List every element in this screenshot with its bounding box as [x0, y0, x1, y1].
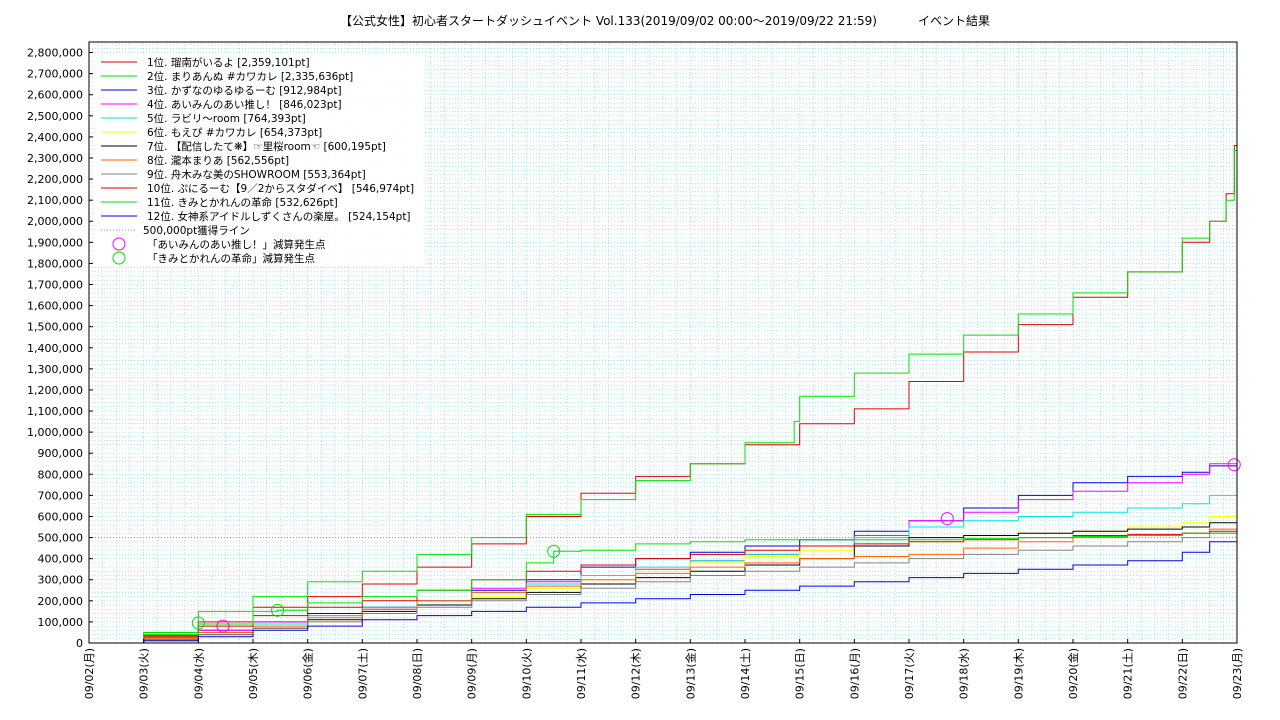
deduction-marker-2 [547, 544, 561, 558]
y-tick-label: 2,200,000 [27, 173, 83, 186]
deduction-marker-1 [940, 512, 954, 526]
y-tick-label: 2,000,000 [27, 215, 83, 228]
legend-label-8: 8位. 瀧本まりあ [562,556pt] [147, 154, 289, 167]
x-tick-label: 09/13(金) [683, 648, 697, 699]
y-tick-label: 2,500,000 [27, 110, 83, 123]
y-tick-label: 1,400,000 [27, 342, 83, 355]
x-tick-label: 09/22(日) [1176, 648, 1189, 699]
legend-label-1: 1位. 瑠南がいるよ [2,359,101pt] [147, 56, 310, 69]
x-tick-label: 09/19(木) [1012, 648, 1025, 699]
legend-marker-label-1: 「あいみんのあい推し！」減算発生点 [147, 238, 326, 251]
legend-label-4: 4位. あいみんのあい推し！ [846,023pt] [147, 98, 342, 111]
legend: 1位. 瑠南がいるよ [2,359,101pt]2位. まりあんぬ #カワカレ … [95, 53, 425, 266]
y-tick-label: 200,000 [38, 595, 84, 608]
series-line-11 [89, 530, 1238, 644]
y-tick-label: 800,000 [38, 468, 84, 481]
y-tick-label: 400,000 [38, 553, 84, 566]
legend-label-9: 9位. 舟木みな美のSHOWROOM [553,364pt] [147, 168, 366, 181]
y-tick-label: 1,000,000 [27, 426, 83, 439]
chart-title: 【公式女性】初心者スタートダッシュイベント Vol.133(2019/09/02… [340, 13, 877, 28]
y-tick-label: 2,100,000 [27, 194, 83, 207]
y-tick-label: 2,600,000 [27, 89, 83, 102]
x-tick-label: 09/02(月) [83, 648, 96, 699]
y-tick-label: 2,300,000 [27, 152, 83, 165]
y-tick-label: 500,000 [38, 532, 84, 545]
legend-background [95, 53, 425, 266]
y-axis: 0 100,000 200,000 300,000 400,000 500,000 600,… [27, 47, 93, 650]
deduction-marker-1 [216, 619, 230, 633]
legend-marker-2 [112, 251, 126, 265]
legend-marker-label-2: 「きみとかれんの革命」減算発生点 [147, 252, 315, 265]
x-tick-label: 09/10(火) [520, 648, 533, 699]
legend-label-reference: 500,000pt獲得ライン [143, 224, 250, 237]
x-tick-label: 09/03(火) [138, 648, 151, 699]
deduction-marker-2 [271, 603, 285, 617]
y-tick-label: 2,800,000 [27, 47, 83, 60]
series-line-10 [89, 527, 1238, 644]
y-tick-label: 100,000 [38, 616, 84, 629]
x-tick-label: 09/14(土) [739, 648, 752, 699]
legend-label-5: 5位. ラビリ〜room [764,393pt] [147, 112, 306, 125]
x-tick-label: 09/23(月) [1231, 648, 1244, 699]
series-layer [89, 145, 1238, 644]
plot-frame [88, 41, 1238, 644]
x-tick-label: 09/21(土) [1122, 648, 1135, 699]
y-tick-label: 1,500,000 [27, 321, 83, 334]
y-tick-label: 1,700,000 [27, 279, 83, 292]
legend-label-11: 11位. きみとかれんの革命 [532,626pt] [147, 196, 338, 209]
x-tick-label: 09/05(木) [247, 648, 260, 699]
y-tick-label: 900,000 [38, 447, 84, 460]
x-tick-label: 09/07(土) [356, 648, 369, 699]
x-tick-label: 09/17(火) [903, 648, 916, 699]
x-tick-label: 09/11(水) [575, 648, 588, 699]
x-tick-label: 09/16(月) [848, 648, 861, 699]
legend-label-7: 7位. 【配信したて❋】☞里桜room☜ [600,195pt] [147, 140, 386, 153]
marker-layer [191, 458, 1241, 633]
y-tick-label: 1,300,000 [27, 363, 83, 376]
legend-label-2: 2位. まりあんぬ #カワカレ [2,335,636pt] [147, 70, 353, 83]
y-tick-label: 300,000 [38, 574, 84, 587]
legend-marker-1 [112, 237, 126, 251]
y-tick-label: 1,900,000 [27, 236, 83, 249]
series-line-2 [89, 150, 1237, 644]
deduction-marker-2 [191, 616, 205, 630]
y-tick-label: 1,800,000 [27, 257, 83, 270]
y-tick-label: 1,600,000 [27, 300, 83, 313]
y-tick-label: 600,000 [38, 510, 84, 523]
y-tick-label: 1,200,000 [27, 384, 83, 397]
x-tick-label: 09/20(金) [1066, 648, 1080, 699]
chart-title-right: イベント結果 [918, 14, 990, 28]
y-tick-label: 2,700,000 [27, 68, 83, 81]
x-tick-label: 09/04(水) [192, 648, 205, 699]
legend-label-10: 10位. ぷにるーむ【9／2からスタダイベ】 [546,974pt] [147, 182, 414, 195]
y-tick-label: 0 [76, 637, 83, 650]
y-tick-label: 2,400,000 [27, 131, 83, 144]
x-tick-label: 09/18(水) [958, 648, 971, 699]
x-tick-label: 09/06(金) [301, 648, 315, 699]
x-tick-label: 09/08(日) [411, 648, 424, 699]
legend-label-6: 6位. もえぴ #カワカレ [654,373pt] [147, 126, 322, 139]
x-tick-label: 09/15(日) [794, 648, 807, 699]
legend-label-3: 3位. かずなのゆるゆるーむ [912,984pt] [147, 84, 342, 97]
x-axis: 09/02(月) 09/03(火) 09/04(水) 09/05(木) 09/06(金)… [83, 639, 1244, 699]
legend-label-12: 12位. 女神系アイドルしずくさんの楽屋。 [524,154pt] [147, 210, 411, 223]
grid-lines [89, 42, 1237, 643]
deduction-marker-1 [1227, 458, 1241, 472]
y-tick-label: 700,000 [38, 489, 84, 502]
y-tick-label: 1,100,000 [27, 405, 83, 418]
x-tick-label: 09/09(月) [466, 648, 479, 699]
series-line-12 [89, 532, 1238, 644]
x-tick-label: 09/12(木) [630, 648, 643, 699]
